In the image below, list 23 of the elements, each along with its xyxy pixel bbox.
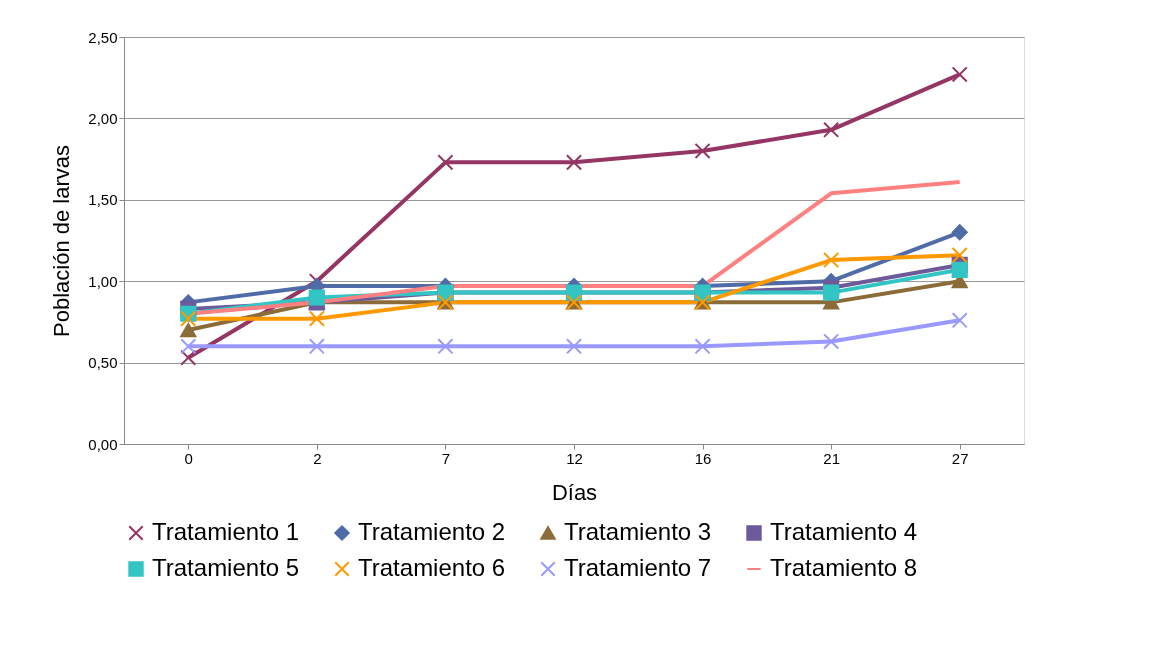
y-axis-title: Población de larvas [49, 144, 75, 338]
legend-label: Tratamiento 7 [564, 554, 712, 581]
x-axis-title: Días [551, 479, 598, 505]
x-tick-label: 12 [566, 449, 583, 467]
x-tick-label: 2 [313, 449, 322, 467]
y-tick-label: 0,50 [88, 354, 118, 372]
legend-label: Tratamiento 1 [152, 518, 300, 545]
x-tick-label: 16 [694, 449, 712, 467]
legend-label: Tratamiento 4 [770, 518, 918, 545]
y-tick-label: 1,50 [88, 191, 118, 209]
legend-label: Tratamiento 8 [770, 554, 918, 581]
x-tick-label: 0 [184, 449, 193, 467]
y-tick-label: 1,00 [88, 272, 118, 290]
legend-label: Tratamiento 2 [358, 518, 506, 545]
x-tick-label: 7 [441, 449, 451, 467]
y-tick-label: 0,00 [88, 435, 118, 453]
y-tick-label: 2,00 [88, 109, 118, 127]
legend-label: Tratamiento 6 [358, 554, 506, 581]
legend-label: Tratamiento 3 [564, 518, 712, 545]
x-tick-label: 21 [823, 449, 840, 467]
y-tick-label: 2,50 [88, 28, 118, 46]
x-tick-label: 27 [951, 449, 969, 467]
legend-label: Tratamiento 5 [152, 554, 300, 581]
